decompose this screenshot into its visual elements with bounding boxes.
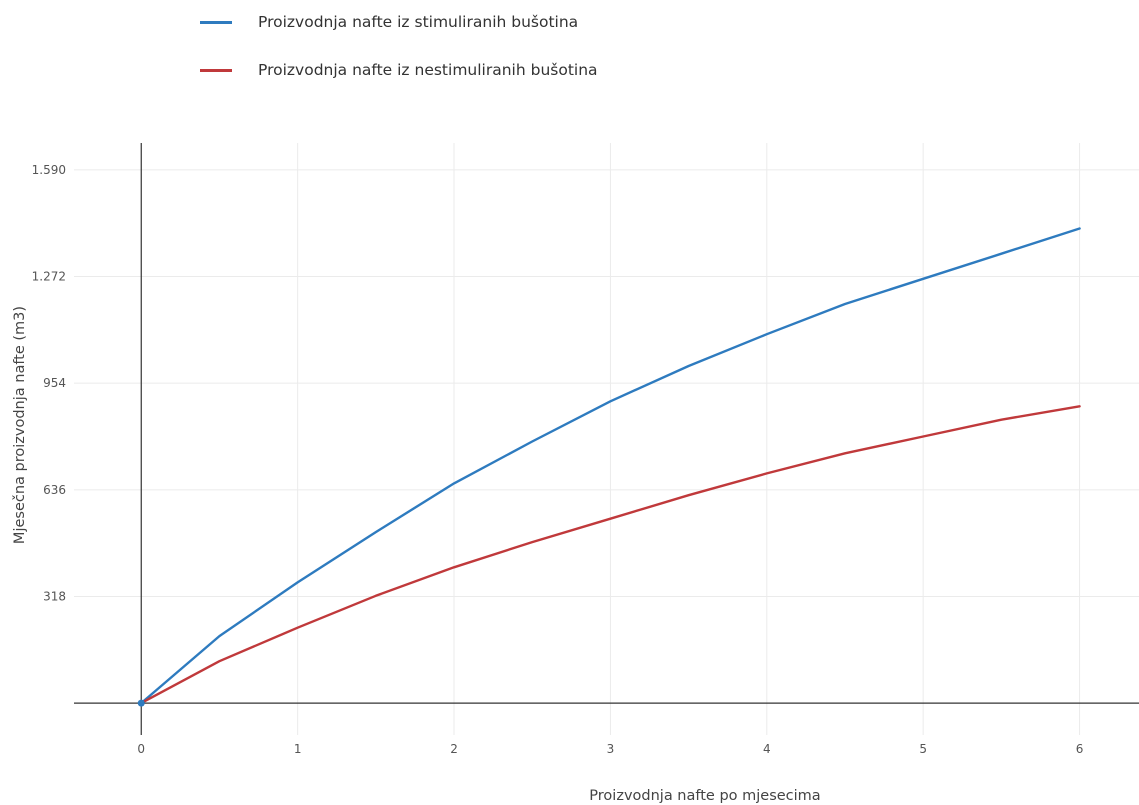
x-tick-label: 0 xyxy=(137,742,145,756)
legend-swatch xyxy=(200,20,232,24)
series-line-2 xyxy=(140,405,1081,705)
legend-label: Proizvodnja nafte iz nestimuliranih bušo… xyxy=(258,61,598,79)
legend-swatch xyxy=(200,68,232,72)
x-tick-label: 2 xyxy=(450,742,458,756)
x-tick-label: 5 xyxy=(919,742,927,756)
y-tick-label: 318 xyxy=(43,589,66,603)
x-tick-label: 4 xyxy=(763,742,771,756)
axes xyxy=(74,143,1139,735)
x-tick-label: 6 xyxy=(1076,742,1084,756)
series-lines xyxy=(137,227,1081,707)
legend-label: Proizvodnja nafte iz stimuliranih bušoti… xyxy=(258,13,579,31)
series-line-1 xyxy=(140,227,1081,705)
y-tick-label: 1.272 xyxy=(32,269,66,283)
legend-item[interactable]: Proizvodnja nafte iz stimuliranih bušoti… xyxy=(200,8,598,36)
gridlines xyxy=(74,143,1139,735)
y-tick-label: 954 xyxy=(43,376,66,390)
y-axis-title: Mjesečna proizvodnja nafte (m3) xyxy=(12,306,28,544)
y-tick-label: 1.590 xyxy=(32,163,66,177)
x-tick-label: 1 xyxy=(294,742,302,756)
x-axis-title: Proizvodnja nafte po mjesecima xyxy=(589,788,820,804)
y-tick-label: 636 xyxy=(43,483,66,497)
x-tick-label: 3 xyxy=(607,742,615,756)
origin-point xyxy=(137,699,145,707)
tick-labels: 0 1 2 3 4 5 6 318 636 954 1.272 1.590 xyxy=(32,163,1084,756)
legend-item[interactable]: Proizvodnja nafte iz nestimuliranih bušo… xyxy=(200,56,598,84)
legend: Proizvodnja nafte iz stimuliranih bušoti… xyxy=(200,8,598,104)
